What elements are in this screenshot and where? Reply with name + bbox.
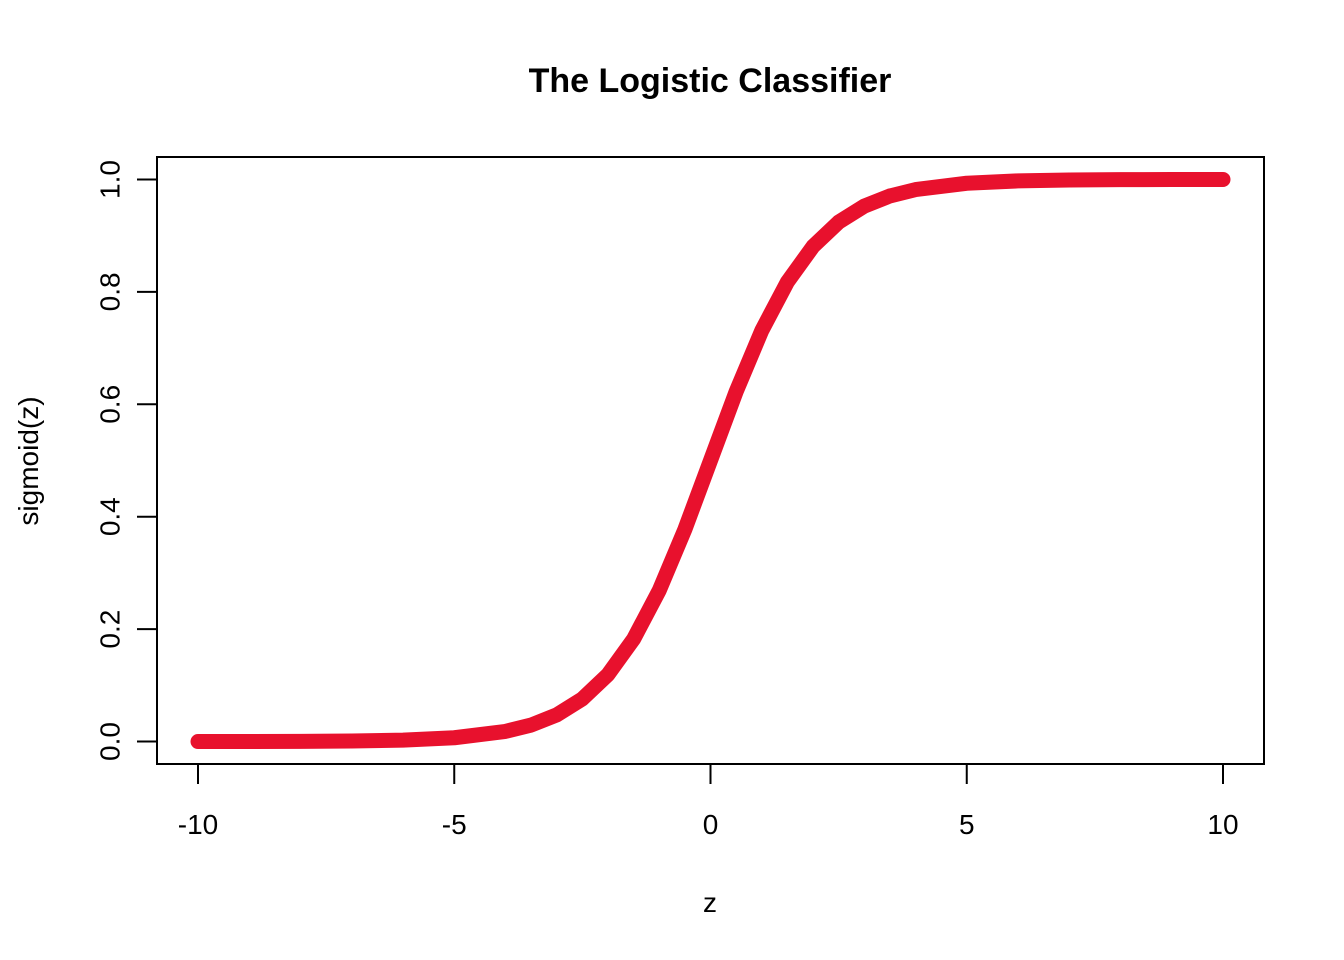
y-tick-label: 0.2	[95, 610, 126, 649]
x-axis-title: z	[703, 887, 717, 918]
x-tick-label: 0	[703, 809, 719, 840]
x-tick-label: -10	[178, 809, 218, 840]
y-axis: 0.0 0.2 0.4 0.6 0.8 1.0	[95, 160, 158, 761]
x-tick-label: 10	[1207, 809, 1238, 840]
sigmoid-curve	[190, 171, 1231, 750]
x-tick-label: 5	[959, 809, 975, 840]
chart-title: The Logistic Classifier	[529, 62, 892, 100]
y-axis-title: sigmoid(z)	[13, 396, 44, 525]
x-axis: -10 -5 0 5 10	[178, 763, 1239, 840]
y-tick-label: 0.4	[95, 497, 126, 536]
y-tick-label: 0.8	[95, 272, 126, 311]
y-tick-label: 1.0	[95, 160, 126, 199]
y-tick-label: 0.6	[95, 385, 126, 424]
series-layer	[190, 171, 1231, 750]
y-tick-label: 0.0	[95, 722, 126, 761]
x-tick-label: -5	[442, 809, 467, 840]
